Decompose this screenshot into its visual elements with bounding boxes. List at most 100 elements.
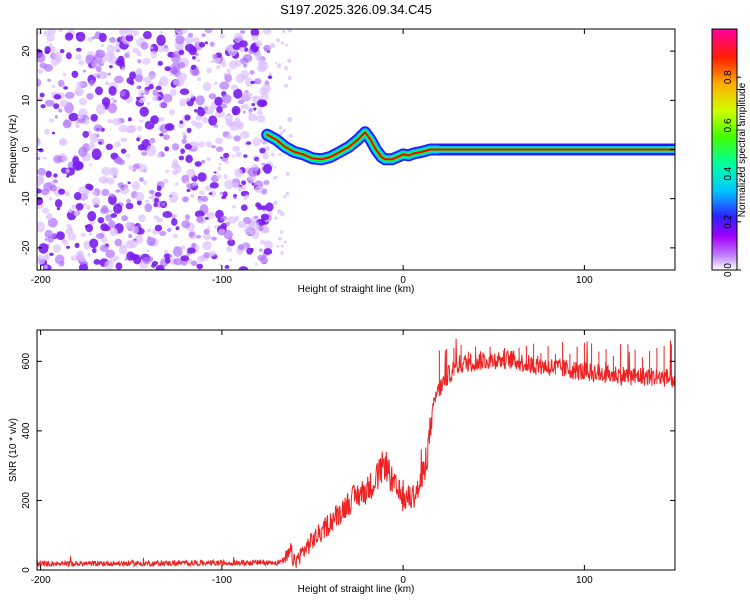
noise-blob bbox=[136, 137, 141, 142]
noise-blob bbox=[138, 164, 148, 173]
noise-blob bbox=[86, 93, 94, 100]
noise-blob bbox=[185, 154, 193, 163]
noise-blob bbox=[102, 179, 107, 184]
noise-blob bbox=[74, 242, 80, 249]
noise-blob bbox=[44, 238, 48, 241]
noise-blob bbox=[61, 155, 69, 161]
noise-blob bbox=[164, 66, 171, 72]
noise-blob bbox=[172, 159, 179, 167]
y-tick-label: 20 bbox=[21, 45, 32, 57]
noise-blob bbox=[57, 79, 65, 87]
noise-blob bbox=[97, 217, 105, 224]
noise-blob bbox=[284, 65, 289, 71]
noise-blob bbox=[128, 165, 135, 171]
noise-blob bbox=[119, 186, 130, 195]
noise-blob bbox=[93, 124, 103, 132]
noise-blob bbox=[278, 236, 283, 241]
noise-blob bbox=[156, 185, 162, 192]
noise-blob bbox=[282, 129, 286, 133]
noise-blob bbox=[195, 234, 202, 239]
y-tick-label: 600 bbox=[21, 353, 32, 370]
noise-blob bbox=[113, 230, 118, 235]
noise-blob bbox=[65, 52, 72, 60]
noise-blob bbox=[261, 205, 267, 211]
noise-blob bbox=[209, 190, 216, 197]
noise-blob bbox=[174, 29, 184, 34]
noise-blob bbox=[204, 106, 209, 111]
noise-blob bbox=[224, 265, 230, 269]
noise-blob bbox=[118, 124, 128, 133]
noise-blob bbox=[154, 192, 162, 197]
noise-blob bbox=[171, 143, 180, 151]
noise-blob bbox=[181, 220, 191, 229]
noise-blob bbox=[249, 221, 260, 230]
noise-blob bbox=[247, 167, 258, 177]
noise-blob bbox=[192, 181, 199, 187]
noise-blob bbox=[53, 173, 58, 178]
noise-blob bbox=[287, 58, 292, 64]
y-tick-label: -10 bbox=[21, 191, 32, 206]
noise-blob bbox=[98, 141, 102, 145]
noise-blob bbox=[53, 51, 62, 62]
noise-blob bbox=[195, 95, 205, 106]
noise-blob bbox=[107, 119, 114, 124]
noise-blob bbox=[84, 224, 89, 229]
noise-blob bbox=[206, 226, 211, 230]
noise-blob bbox=[198, 141, 205, 148]
noise-blob bbox=[203, 252, 211, 259]
noise-blob bbox=[226, 134, 233, 140]
noise-blob bbox=[72, 160, 83, 171]
noise-blob bbox=[205, 141, 213, 148]
noise-blob bbox=[264, 47, 268, 52]
noise-blob bbox=[181, 138, 187, 145]
noise-blob bbox=[46, 212, 53, 220]
noise-blob bbox=[231, 154, 235, 158]
noise-blob bbox=[86, 204, 91, 210]
noise-blob bbox=[244, 47, 249, 52]
signal-ridge bbox=[261, 126, 675, 166]
noise-blob bbox=[179, 120, 184, 124]
noise-blob bbox=[172, 214, 178, 218]
noise-blob bbox=[205, 29, 211, 32]
noise-blob bbox=[254, 215, 258, 219]
y-tick-label: 0 bbox=[21, 567, 32, 573]
noise-blob bbox=[104, 81, 110, 86]
noise-blob bbox=[53, 94, 62, 100]
noise-blob bbox=[43, 264, 48, 270]
noise-blob bbox=[287, 117, 292, 122]
noise-blob bbox=[217, 166, 222, 171]
noise-blob bbox=[284, 83, 289, 88]
noise-blob bbox=[114, 141, 121, 148]
noise-blob bbox=[39, 92, 45, 98]
noise-blob bbox=[191, 242, 197, 249]
noise-blob bbox=[252, 137, 261, 147]
noise-blob bbox=[201, 196, 209, 202]
noise-blob bbox=[126, 124, 137, 133]
noise-blob bbox=[224, 179, 234, 190]
noise-blob bbox=[53, 179, 58, 183]
noise-blob bbox=[246, 141, 252, 145]
noise-blob bbox=[44, 50, 50, 55]
noise-blob bbox=[220, 103, 228, 109]
noise-blob bbox=[136, 96, 141, 101]
noise-blob bbox=[184, 35, 194, 45]
noise-blob bbox=[139, 106, 149, 117]
noise-blob bbox=[285, 43, 288, 47]
noise-blob bbox=[108, 220, 116, 229]
noise-blob bbox=[126, 50, 131, 55]
noise-blob bbox=[52, 232, 57, 238]
noise-blob bbox=[141, 151, 148, 157]
noise-blob bbox=[168, 191, 179, 204]
noise-blob bbox=[175, 226, 180, 231]
noise-blob bbox=[169, 88, 177, 97]
noise-blob bbox=[184, 180, 189, 184]
noise-blob bbox=[219, 191, 224, 195]
noise-blob bbox=[139, 177, 144, 183]
noise-blob bbox=[184, 214, 190, 221]
noise-blob bbox=[181, 245, 186, 249]
noise-blob bbox=[92, 247, 97, 254]
noise-blob bbox=[240, 104, 245, 110]
noise-blob bbox=[218, 263, 222, 266]
noise-blob bbox=[250, 29, 260, 37]
noise-blob bbox=[194, 161, 202, 167]
